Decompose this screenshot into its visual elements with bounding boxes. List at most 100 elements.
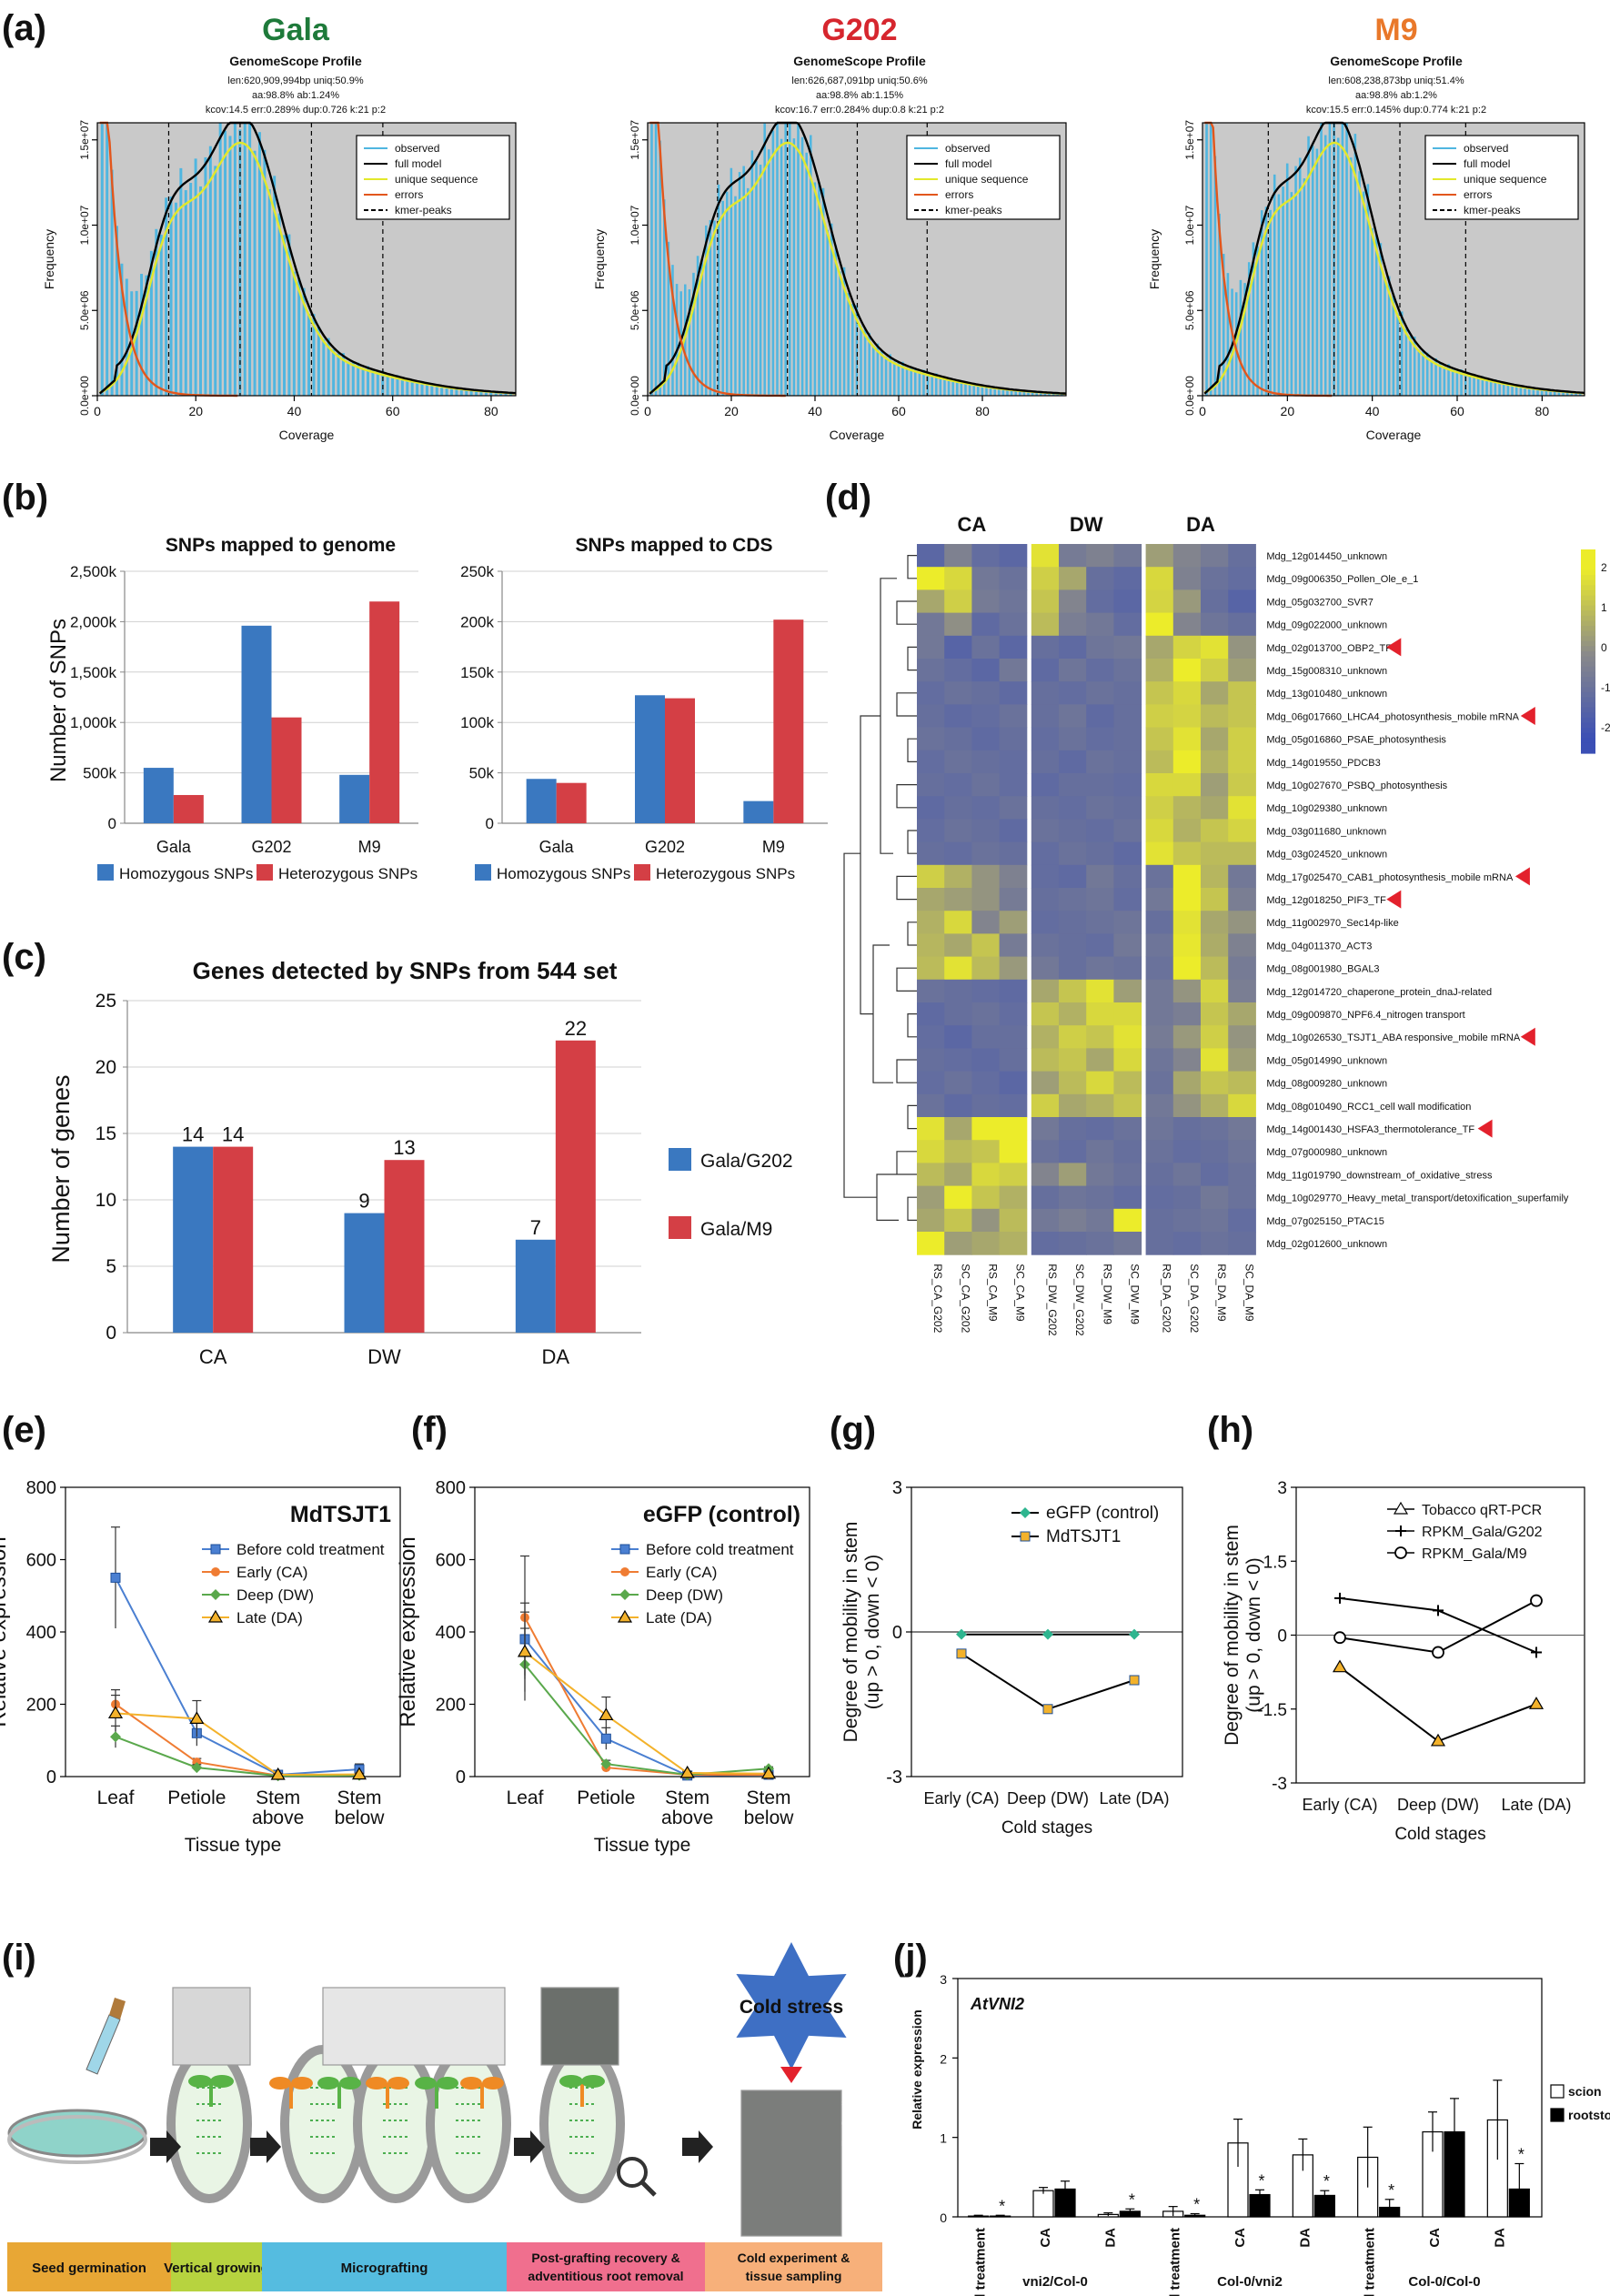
heatmap-cell	[1201, 773, 1229, 797]
heatmap-cell	[917, 956, 945, 981]
observed-bar	[179, 167, 183, 396]
observed-bar	[1536, 388, 1539, 396]
observed-bar	[1052, 392, 1055, 396]
genomescope-stats: aa:98.8% ab:1.24%	[252, 90, 339, 101]
heatmap-cell	[971, 1048, 1001, 1072]
heatmap-cell	[917, 933, 945, 958]
heatmap-cell	[999, 1048, 1028, 1072]
heatmap-cell	[1113, 727, 1142, 751]
genotype-title: Gala	[262, 13, 330, 47]
heatmap-column-label: SC_CA_G202	[959, 1264, 971, 1333]
heatmap-cell	[944, 567, 972, 590]
observed-bar	[248, 123, 252, 396]
heatmap-cell	[999, 681, 1028, 705]
heatmap-cell	[1086, 841, 1114, 866]
observed-bar	[1252, 242, 1255, 396]
series-marker	[1531, 1646, 1542, 1658]
agar-plate	[166, 2045, 252, 2203]
x-tick-label: below	[744, 1808, 795, 1828]
observed-bar	[120, 263, 124, 396]
observed-bar	[287, 234, 291, 396]
color-scale-step	[1581, 681, 1595, 688]
legend-marker	[210, 1544, 221, 1555]
heatmap-cell	[1031, 1002, 1060, 1026]
observed-bar	[267, 189, 271, 396]
step-label: Post-grafting recovery &	[531, 2251, 679, 2265]
heatmap-cell	[971, 635, 1001, 660]
heatmap-cell	[1201, 1185, 1229, 1210]
significance-star: *	[1518, 2145, 1524, 2163]
observed-bar	[292, 271, 296, 396]
legend-label: Gala/M9	[700, 1219, 772, 1240]
heatmap-cell	[1201, 589, 1229, 614]
observed-bar	[494, 392, 498, 396]
bar-homozygous-snps	[635, 695, 665, 823]
heatmap-cell	[1228, 979, 1256, 1003]
y-tick-label: 0	[106, 1323, 116, 1344]
heatmap-cell	[1031, 727, 1060, 751]
heatmap-cell	[1172, 681, 1202, 705]
series-marker	[1333, 1631, 1346, 1645]
heatmap-cell	[1172, 1117, 1202, 1141]
heatmap-cell	[971, 1025, 1001, 1049]
series-line-2	[524, 1664, 770, 1777]
observed-bar	[696, 256, 699, 396]
panel-label: (c)	[2, 937, 46, 977]
y-tick-label: 0	[940, 2210, 947, 2225]
observed-bar	[199, 186, 202, 396]
heatmap-cell	[999, 1071, 1028, 1095]
petri-dish	[7, 2109, 147, 2158]
observed-bar	[939, 377, 942, 396]
observed-bar	[797, 123, 800, 396]
heatmap-cell	[1201, 727, 1229, 751]
legend-label: Early (CA)	[646, 1564, 717, 1581]
observed-bar	[214, 166, 217, 396]
y-tick-label: 5.0e+06	[1183, 290, 1196, 330]
heatmap-row-label: Mdg_10g026530_TSJT1_ABA responsive_mobil…	[1266, 1032, 1520, 1043]
heatmap-cell	[999, 567, 1028, 590]
heatmap-cell	[1059, 544, 1087, 568]
heatmap-cell	[1113, 1117, 1142, 1141]
color-scale-step	[1581, 646, 1595, 652]
heatmap-cell	[1031, 841, 1060, 866]
genotype-title: G202	[821, 13, 897, 47]
bar-heterozygous-snps	[369, 601, 400, 823]
observed-bar	[455, 388, 458, 396]
observed-bar	[863, 327, 867, 396]
observed-bar	[302, 287, 306, 396]
y-tick-label: 1.0e+07	[78, 205, 91, 245]
heatmap-cell	[1113, 1048, 1142, 1072]
y-tick-label: 50k	[469, 765, 495, 782]
observed-bar	[650, 123, 653, 396]
color-scale-step	[1581, 661, 1595, 668]
color-scale-step	[1581, 687, 1595, 693]
legend-swatch	[97, 864, 114, 881]
heatmap-cell	[917, 589, 945, 614]
observed-bar	[1031, 391, 1034, 396]
observed-bar	[508, 393, 512, 396]
heatmap-cell	[944, 704, 972, 729]
observed-bar	[780, 138, 783, 396]
flag-marker	[1386, 638, 1402, 657]
genomescope-title: GenomeScope Profile	[1330, 54, 1463, 68]
heatmap-cell	[1059, 1163, 1087, 1187]
legend-label: Homozygous SNPs	[497, 865, 630, 882]
legend-label: Deep (DW)	[236, 1586, 314, 1604]
group-label: Col-0/vni2	[1217, 2274, 1283, 2290]
observed-bar	[1222, 254, 1225, 396]
series-marker	[110, 1731, 121, 1743]
heatmap-column-label: SC_DW_G202	[1073, 1264, 1086, 1336]
heatmap-cell	[1172, 1093, 1202, 1118]
observed-bar	[479, 390, 483, 396]
legend-label: Gala/G202	[700, 1151, 793, 1172]
observed-bar	[855, 305, 859, 396]
x-tick-label: Gala	[539, 838, 575, 856]
data-label: 22	[565, 1017, 587, 1040]
series-line-1	[961, 1652, 1135, 1710]
heatmap-row-label: Mdg_11g019790_downstream_of_oxidative_st…	[1266, 1170, 1493, 1181]
heatmap-cell	[917, 1140, 945, 1163]
genomescope-title: GenomeScope Profile	[793, 54, 926, 68]
heatmap-cell	[1228, 704, 1256, 729]
heatmap-cell	[1031, 612, 1060, 637]
legend-label: Before cold treatment	[236, 1541, 385, 1558]
